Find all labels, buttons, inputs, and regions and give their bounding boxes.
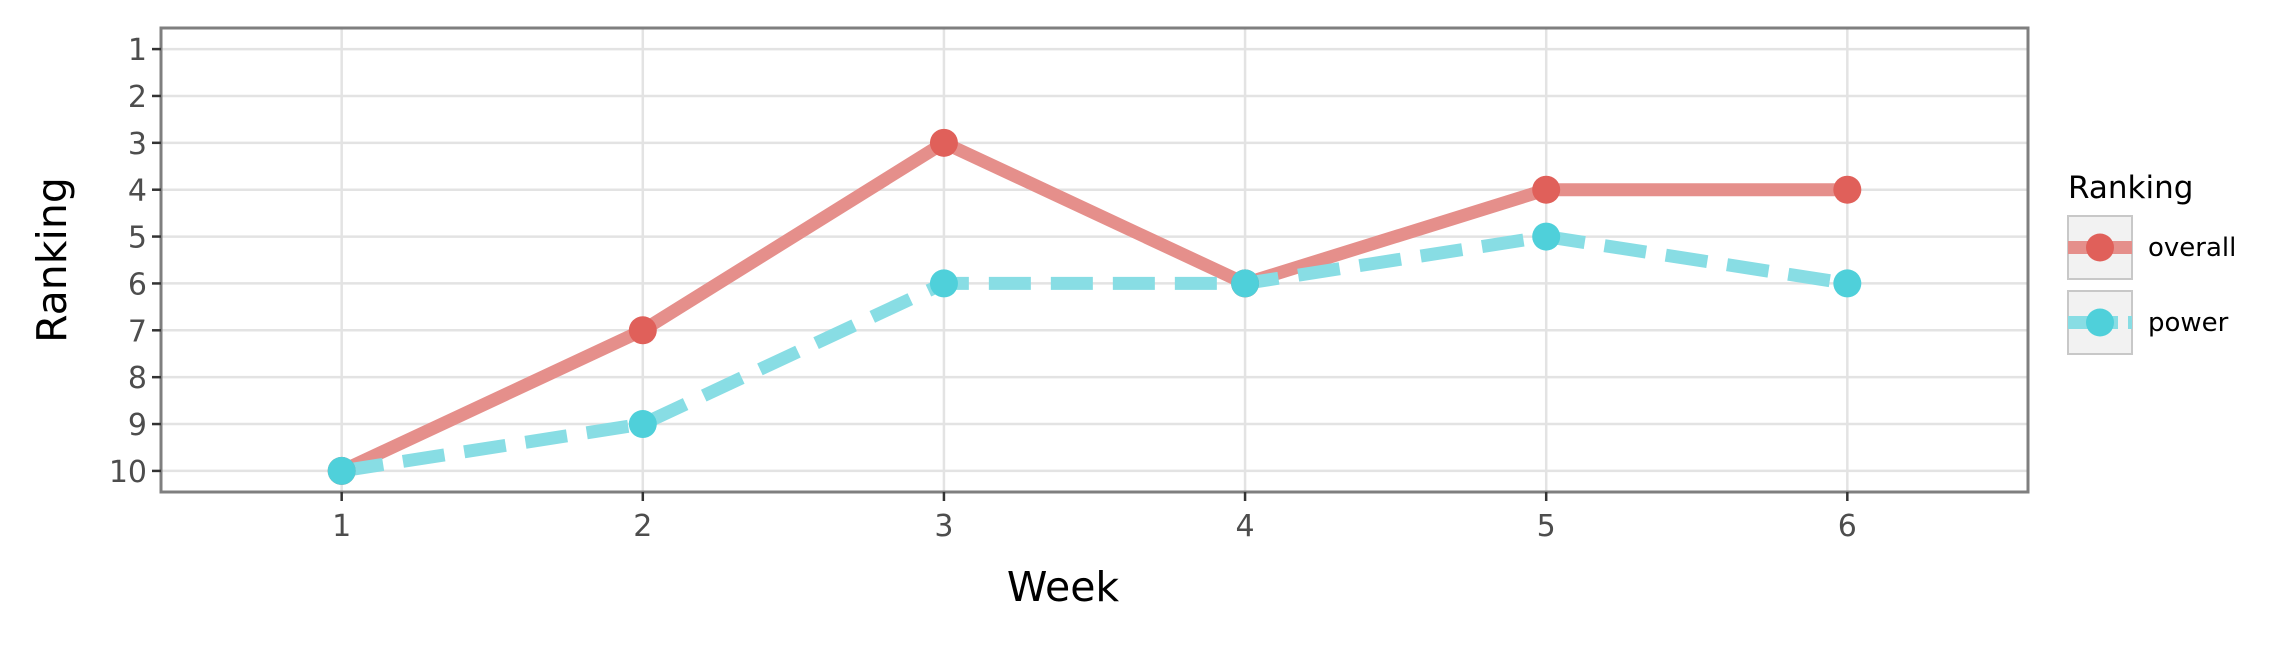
y-tick-label: 2 <box>128 80 147 115</box>
legend-label-power: power <box>2148 308 2229 338</box>
data-point-power <box>1532 222 1561 251</box>
data-point-power <box>1231 269 1260 298</box>
legend-title: Ranking <box>2068 170 2193 206</box>
y-tick-label: 6 <box>128 267 147 302</box>
x-tick-label: 4 <box>1236 509 1255 544</box>
data-point-overall <box>929 128 958 157</box>
data-point-power <box>628 410 657 439</box>
series-line-power <box>340 230 1849 478</box>
y-tick-label: 7 <box>128 314 147 349</box>
x-axis-title: Week <box>1007 563 1120 611</box>
y-tick-label: 9 <box>128 408 147 443</box>
y-tick-label: 5 <box>128 221 147 256</box>
y-tick-label: 10 <box>109 455 147 490</box>
x-tick-label: 6 <box>1838 509 1857 544</box>
axes: 1 2 3 4 5 6 1 2 3 4 5 6 7 8 9 10 <box>109 33 1857 544</box>
legend-label-overall: overall <box>2148 233 2236 263</box>
series-layer <box>327 128 1862 485</box>
x-tick-label: 2 <box>633 509 652 544</box>
data-point-overall <box>1532 175 1561 204</box>
y-tick-label: 1 <box>128 33 147 68</box>
y-axis-title: Ranking <box>28 177 76 343</box>
data-point-power <box>929 269 958 298</box>
legend-marker-power <box>2086 308 2114 337</box>
x-tick-label: 1 <box>332 509 351 544</box>
data-point-overall <box>1833 175 1862 204</box>
y-tick-label: 4 <box>128 174 147 209</box>
legend-marker-overall <box>2086 233 2114 262</box>
x-tick-label: 3 <box>934 509 953 544</box>
data-point-power <box>1833 269 1862 298</box>
y-tick-label: 8 <box>128 361 147 396</box>
legend: Ranking overall power <box>2067 170 2236 355</box>
series-line-overall <box>338 136 1848 477</box>
plot-panel-border <box>159 26 2030 494</box>
data-point-power <box>327 456 356 485</box>
y-tick-label: 3 <box>128 127 147 162</box>
data-point-overall <box>628 316 657 345</box>
x-tick-label: 5 <box>1537 509 1556 544</box>
